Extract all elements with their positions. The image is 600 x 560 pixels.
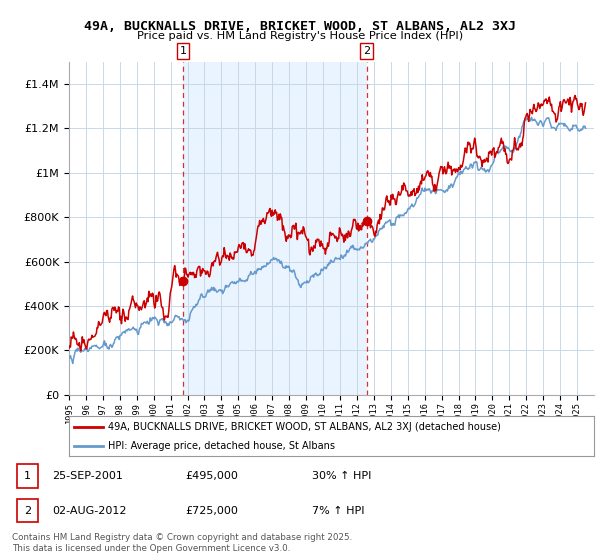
Text: 30% ↑ HPI: 30% ↑ HPI — [311, 471, 371, 481]
Bar — [183, 62, 367, 395]
Text: Contains HM Land Registry data © Crown copyright and database right 2025.
This d: Contains HM Land Registry data © Crown c… — [12, 533, 352, 553]
Text: 02-AUG-2012: 02-AUG-2012 — [52, 506, 127, 516]
Text: 2: 2 — [24, 506, 31, 516]
Text: Price paid vs. HM Land Registry's House Price Index (HPI): Price paid vs. HM Land Registry's House … — [137, 31, 463, 41]
Text: 1: 1 — [24, 471, 31, 481]
Text: 49A, BUCKNALLS DRIVE, BRICKET WOOD, ST ALBANS, AL2 3XJ: 49A, BUCKNALLS DRIVE, BRICKET WOOD, ST A… — [84, 20, 516, 32]
FancyBboxPatch shape — [17, 464, 38, 488]
Text: 25-SEP-2001: 25-SEP-2001 — [52, 471, 123, 481]
FancyBboxPatch shape — [17, 499, 38, 522]
Text: 49A, BUCKNALLS DRIVE, BRICKET WOOD, ST ALBANS, AL2 3XJ (detached house): 49A, BUCKNALLS DRIVE, BRICKET WOOD, ST A… — [109, 422, 501, 432]
Text: 1: 1 — [179, 46, 187, 56]
Text: £725,000: £725,000 — [185, 506, 238, 516]
Text: 7% ↑ HPI: 7% ↑ HPI — [311, 506, 364, 516]
Text: HPI: Average price, detached house, St Albans: HPI: Average price, detached house, St A… — [109, 441, 335, 451]
Text: 2: 2 — [363, 46, 370, 56]
Text: £495,000: £495,000 — [185, 471, 238, 481]
